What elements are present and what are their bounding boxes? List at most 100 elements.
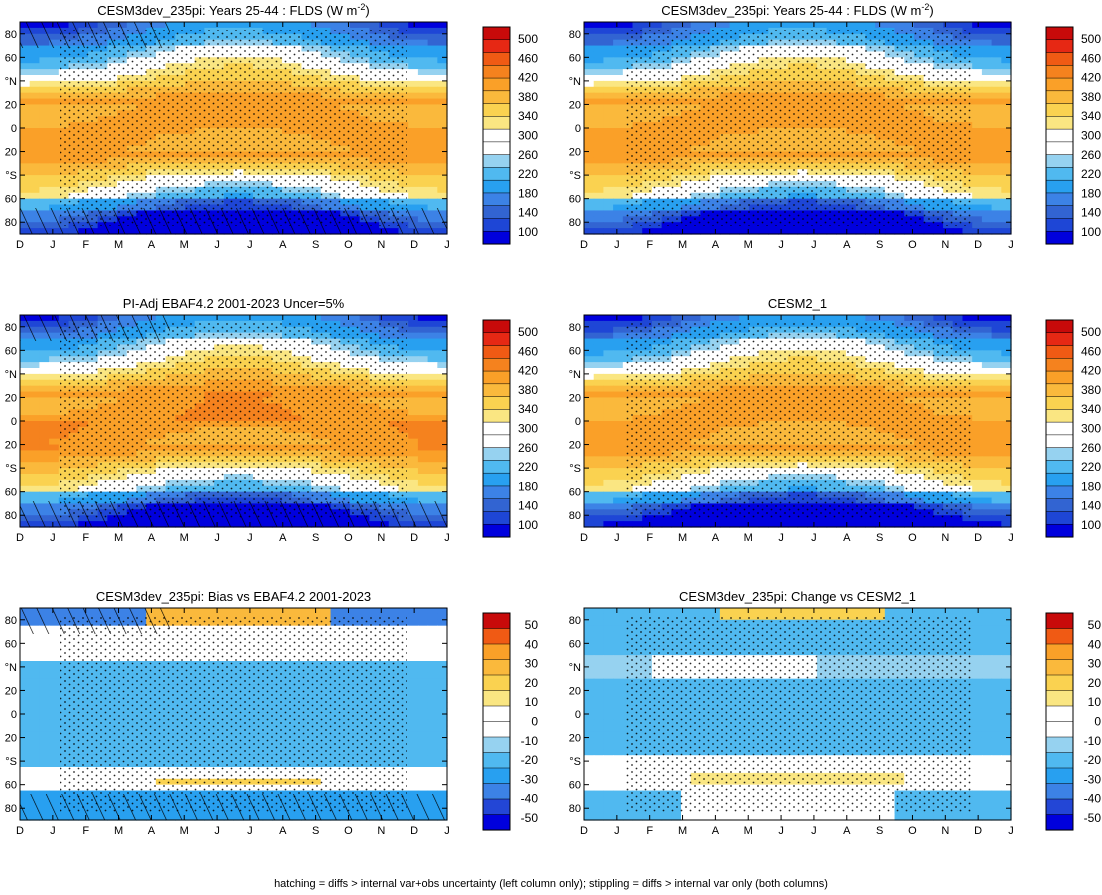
- x-tick-label: D: [974, 239, 982, 251]
- y-tick-label: 80: [569, 217, 581, 229]
- colorbar-label: 460: [518, 51, 538, 65]
- x-tick-label: J: [50, 239, 56, 251]
- colorbar-swatch: [482, 659, 511, 676]
- colorbar-label: 0: [531, 715, 538, 729]
- colorbar-swatch: [1045, 421, 1074, 436]
- x-tick-label: J: [50, 825, 56, 837]
- colorbar-frame: [482, 319, 511, 538]
- colorbar-swatch: [482, 192, 511, 207]
- colorbar-swatch: [482, 345, 511, 359]
- colorbar-swatch: [1045, 358, 1074, 372]
- x-tick-label: M: [678, 239, 687, 251]
- y-tick-label: 0: [11, 709, 17, 721]
- colorbar: 50 40 30 20 10 0 -10 -20 -30 -40 -50: [1045, 612, 1101, 831]
- x-tick-label: D: [16, 239, 24, 251]
- y-tick-label: 0: [575, 709, 581, 721]
- colorbar-swatch: [1045, 659, 1074, 676]
- colorbar-label: 140: [518, 499, 538, 513]
- colorbar-label: -10: [521, 734, 539, 748]
- x-tick-label: A: [279, 239, 287, 251]
- colorbar-swatch: [1045, 39, 1074, 54]
- colorbar-swatch: [482, 65, 511, 79]
- colorbar-swatch: [1045, 447, 1074, 461]
- colorbar-swatch: [482, 383, 511, 398]
- x-tick-label: A: [843, 825, 851, 837]
- colorbar-label: 300: [518, 129, 538, 143]
- chart-panel-4: CESM2_1 80 60 °N 20 0 20 °S 60 80 D J F M A M J J A S O N D J 50…: [569, 296, 1102, 544]
- x-tick-label: A: [712, 239, 720, 251]
- x-tick-label: A: [843, 239, 851, 251]
- y-tick-label: 80: [5, 803, 17, 815]
- colorbar: 500 460 420 380 340 300 260 220 180 140 100: [1045, 319, 1101, 538]
- y-tick-label: 60: [569, 52, 581, 64]
- colorbar-swatch: [482, 674, 511, 692]
- colorbar-swatch: [1045, 434, 1074, 449]
- colorbar: 500 460 420 380 340 300 260 220 180 140 100: [482, 319, 538, 538]
- x-tick-label: S: [312, 825, 319, 837]
- x-tick-label: N: [941, 239, 949, 251]
- colorbar-swatch: [482, 332, 511, 347]
- colorbar-label: 180: [1081, 186, 1101, 200]
- colorbar-swatch: [1045, 128, 1074, 143]
- chart-panel-6: CESM3dev_235pi: Change vs CESM2_1 80 60 °N 2…: [569, 589, 1102, 837]
- x-tick-label: D: [410, 239, 418, 251]
- y-tick-label: 60: [569, 638, 581, 650]
- x-tick-label: D: [974, 532, 982, 544]
- x-tick-label: J: [1008, 239, 1014, 251]
- colorbar-swatch: [1045, 383, 1074, 398]
- colorbar-label: 380: [1081, 90, 1101, 104]
- x-tick-label: F: [646, 825, 653, 837]
- colorbar-swatch: [482, 485, 511, 500]
- colorbar-label: 420: [1081, 71, 1101, 85]
- x-tick-label: F: [82, 239, 89, 251]
- x-tick-label: J: [811, 532, 817, 544]
- colorbar-label: 220: [1081, 167, 1101, 181]
- x-tick-label: A: [279, 532, 287, 544]
- chart-title-main: CESM3dev_235pi: Years 25-44 : FLDS (W m: [97, 3, 357, 18]
- colorbar-swatch: [1045, 736, 1074, 754]
- x-tick-label: M: [180, 825, 189, 837]
- colorbar-label: -40: [521, 792, 539, 806]
- y-tick-label: 0: [575, 416, 581, 428]
- colorbar-label: 420: [1081, 364, 1101, 378]
- y-tick-label: 80: [5, 29, 17, 41]
- colorbar-swatch: [1045, 798, 1074, 816]
- x-tick-label: F: [82, 825, 89, 837]
- colorbar-swatch: [1045, 767, 1074, 785]
- chart-title: CESM3dev_235pi: Years 25-44 : FLDS (W m-…: [661, 2, 933, 18]
- colorbar-label: 220: [518, 167, 538, 181]
- colorbar-swatch: [482, 167, 511, 181]
- y-tick-label: 20: [569, 147, 581, 159]
- colorbar-swatch: [1045, 460, 1074, 474]
- colorbar-swatch: [1045, 65, 1074, 79]
- y-tick-label: °N: [569, 662, 581, 674]
- y-tick-label: 80: [569, 615, 581, 627]
- x-tick-label: J: [50, 532, 56, 544]
- x-tick-label: O: [908, 532, 917, 544]
- colorbar-swatch: [482, 736, 511, 754]
- y-tick-label: °N: [5, 662, 17, 674]
- colorbar-swatch: [1045, 370, 1074, 385]
- x-tick-label: J: [214, 239, 220, 251]
- colorbar-swatch: [1045, 26, 1074, 41]
- chart-title-sup: -2: [357, 2, 365, 12]
- x-tick-label: M: [180, 239, 189, 251]
- colorbar-swatch: [1045, 752, 1074, 769]
- y-tick-label: 60: [569, 487, 581, 499]
- y-tick-label: 0: [11, 416, 17, 428]
- y-tick-label: 20: [569, 733, 581, 745]
- y-tick-label: 20: [5, 440, 17, 452]
- colorbar-label: 140: [1081, 499, 1101, 513]
- chart-title-close: ): [929, 3, 933, 18]
- colorbar-label: 100: [1081, 518, 1101, 532]
- colorbar-swatch: [482, 103, 511, 117]
- x-tick-label: A: [148, 532, 156, 544]
- hatching-north: [20, 22, 170, 48]
- colorbar-swatch: [1045, 167, 1074, 181]
- colorbar-swatch: [1045, 628, 1074, 645]
- x-tick-label: J: [214, 825, 220, 837]
- x-tick-label: D: [16, 825, 24, 837]
- y-tick-label: 80: [569, 510, 581, 522]
- colorbar-swatch: [482, 154, 511, 168]
